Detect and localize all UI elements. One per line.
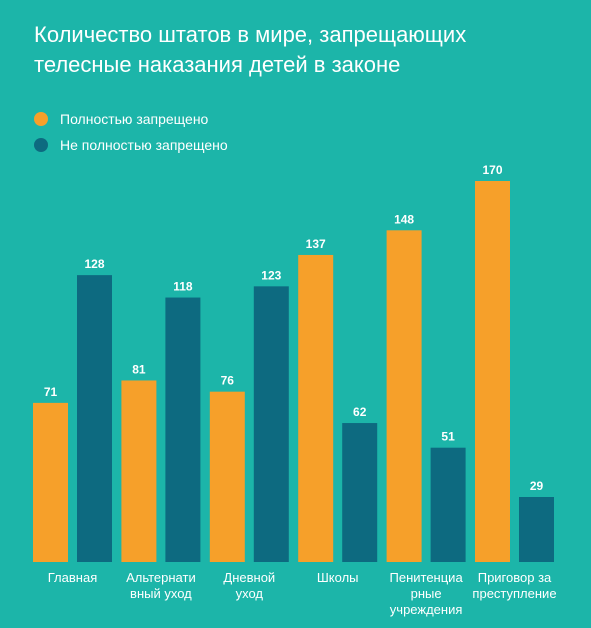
chart-title-line-2: телесные наказания детей в законе xyxy=(34,52,401,77)
category-label-0: Главная xyxy=(48,570,97,585)
category-label-line: Школы xyxy=(317,570,359,585)
legend-label-full: Полностью запрещено xyxy=(60,111,209,127)
legend-label-partial: Не полностью запрещено xyxy=(60,137,228,153)
category-label-line: Альтернати xyxy=(126,570,196,585)
chart-title-line-1: Количество штатов в мире, запрещающих xyxy=(34,22,467,47)
legend-item-partial: Не полностью запрещено xyxy=(34,132,228,158)
bar-value-full-2: 76 xyxy=(221,374,235,388)
category-label-line: Дневной xyxy=(223,570,275,585)
bar-full-1 xyxy=(121,380,157,562)
bar-partial-2 xyxy=(253,286,289,562)
category-label-line: Пенитенциа xyxy=(390,570,464,585)
bar-partial-1 xyxy=(165,297,201,562)
legend-item-full: Полностью запрещено xyxy=(34,106,228,132)
bar-value-full-4: 148 xyxy=(394,212,414,226)
bar-value-full-5: 170 xyxy=(482,163,502,177)
bar-value-partial-3: 62 xyxy=(353,405,367,419)
bar-full-4 xyxy=(386,230,422,562)
bar-value-full-0: 71 xyxy=(44,385,58,399)
bar-partial-5 xyxy=(519,497,554,562)
category-label-line: преступление xyxy=(472,586,556,601)
legend-swatch-full xyxy=(34,112,48,126)
bar-full-2 xyxy=(209,391,245,562)
bar-value-partial-0: 128 xyxy=(84,257,104,271)
category-label-2: Дневной уход xyxy=(223,570,275,601)
category-label-line: уход xyxy=(236,586,264,601)
category-label-line: Приговор за xyxy=(478,570,552,585)
bar-partial-0 xyxy=(77,275,112,562)
legend: Полностью запрещено Не полностью запреще… xyxy=(34,106,228,158)
category-label-1: Альтернати вный уход xyxy=(126,570,196,601)
category-label-4: Пенитенциа рные учреждения xyxy=(390,570,464,617)
bar-value-partial-1: 118 xyxy=(173,280,193,294)
bar-partial-4 xyxy=(430,447,466,562)
category-label-line: учреждения xyxy=(390,602,463,617)
category-label-line: рные xyxy=(411,586,442,601)
bar-value-partial-2: 123 xyxy=(261,268,281,282)
legend-swatch-partial xyxy=(34,138,48,152)
bar-value-partial-5: 29 xyxy=(530,479,544,493)
category-label-5: Приговор за преступление xyxy=(472,570,556,601)
bar-full-5 xyxy=(475,181,510,562)
category-label-line: вный уход xyxy=(130,586,192,601)
bar-partial-3 xyxy=(342,423,378,562)
bar-value-full-1: 81 xyxy=(132,362,146,376)
category-label-3: Школы xyxy=(317,570,359,585)
bar-full-3 xyxy=(298,254,334,563)
bar-value-partial-4: 51 xyxy=(441,430,455,444)
category-label-line: Главная xyxy=(48,570,97,585)
bar-value-full-3: 137 xyxy=(306,237,326,251)
bar-full-0 xyxy=(33,402,68,562)
chart-title: Количество штатов в мире, запрещающих те… xyxy=(34,20,574,80)
